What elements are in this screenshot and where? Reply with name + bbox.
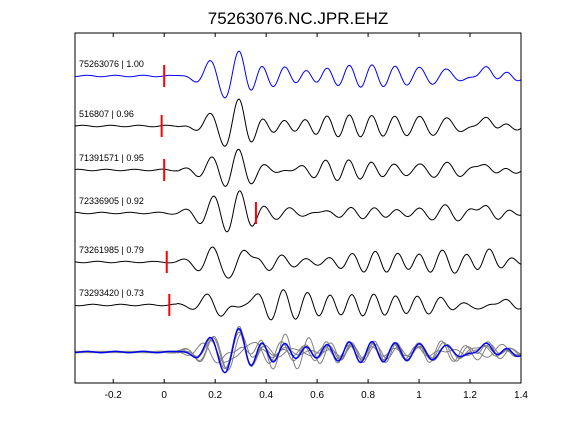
trace-line: [74, 246, 522, 279]
overlay-trace: [74, 331, 522, 369]
trace-line: [74, 50, 522, 99]
x-tick-label: 0.4: [259, 390, 273, 401]
trace-label: 71391571 | 0.95: [79, 153, 144, 163]
overlay-reference-trace: [74, 327, 522, 374]
trace-label: 73261985 | 0.79: [79, 245, 144, 255]
x-tick-label: 0.6: [310, 390, 324, 401]
traces-layer: [74, 50, 522, 374]
x-tick-label: 1: [416, 390, 422, 401]
trace-labels: 75263076 | 1.00 516807 | 0.96 71391571 | 0…: [79, 59, 144, 298]
x-tick-label: 0.8: [361, 390, 375, 401]
x-tick-label: 1.4: [514, 390, 528, 401]
trace-line: [74, 148, 522, 187]
x-tick-label: 0.2: [208, 390, 222, 401]
trace-line: [74, 190, 522, 233]
axes-frame: [74, 32, 522, 384]
trace-label: 516807 | 0.96: [79, 109, 134, 119]
x-axis: -0.2 0 0.2 0.4 0.6 0.8 1 1.2 1.4: [105, 33, 528, 401]
trace-line: [74, 98, 522, 147]
chart-title: 75263076.NC.JPR.EHZ: [208, 9, 388, 28]
x-tick-label: -0.2: [105, 390, 123, 401]
trace-label: 75263076 | 1.00: [79, 59, 144, 69]
trace-label: 72336905 | 0.92: [79, 196, 144, 206]
trace-line: [74, 289, 522, 321]
x-tick-label: 0: [161, 390, 167, 401]
x-tick-label: 1.2: [463, 390, 477, 401]
trace-label: 73293420 | 0.73: [79, 288, 144, 298]
pick-markers: [160, 65, 257, 316]
